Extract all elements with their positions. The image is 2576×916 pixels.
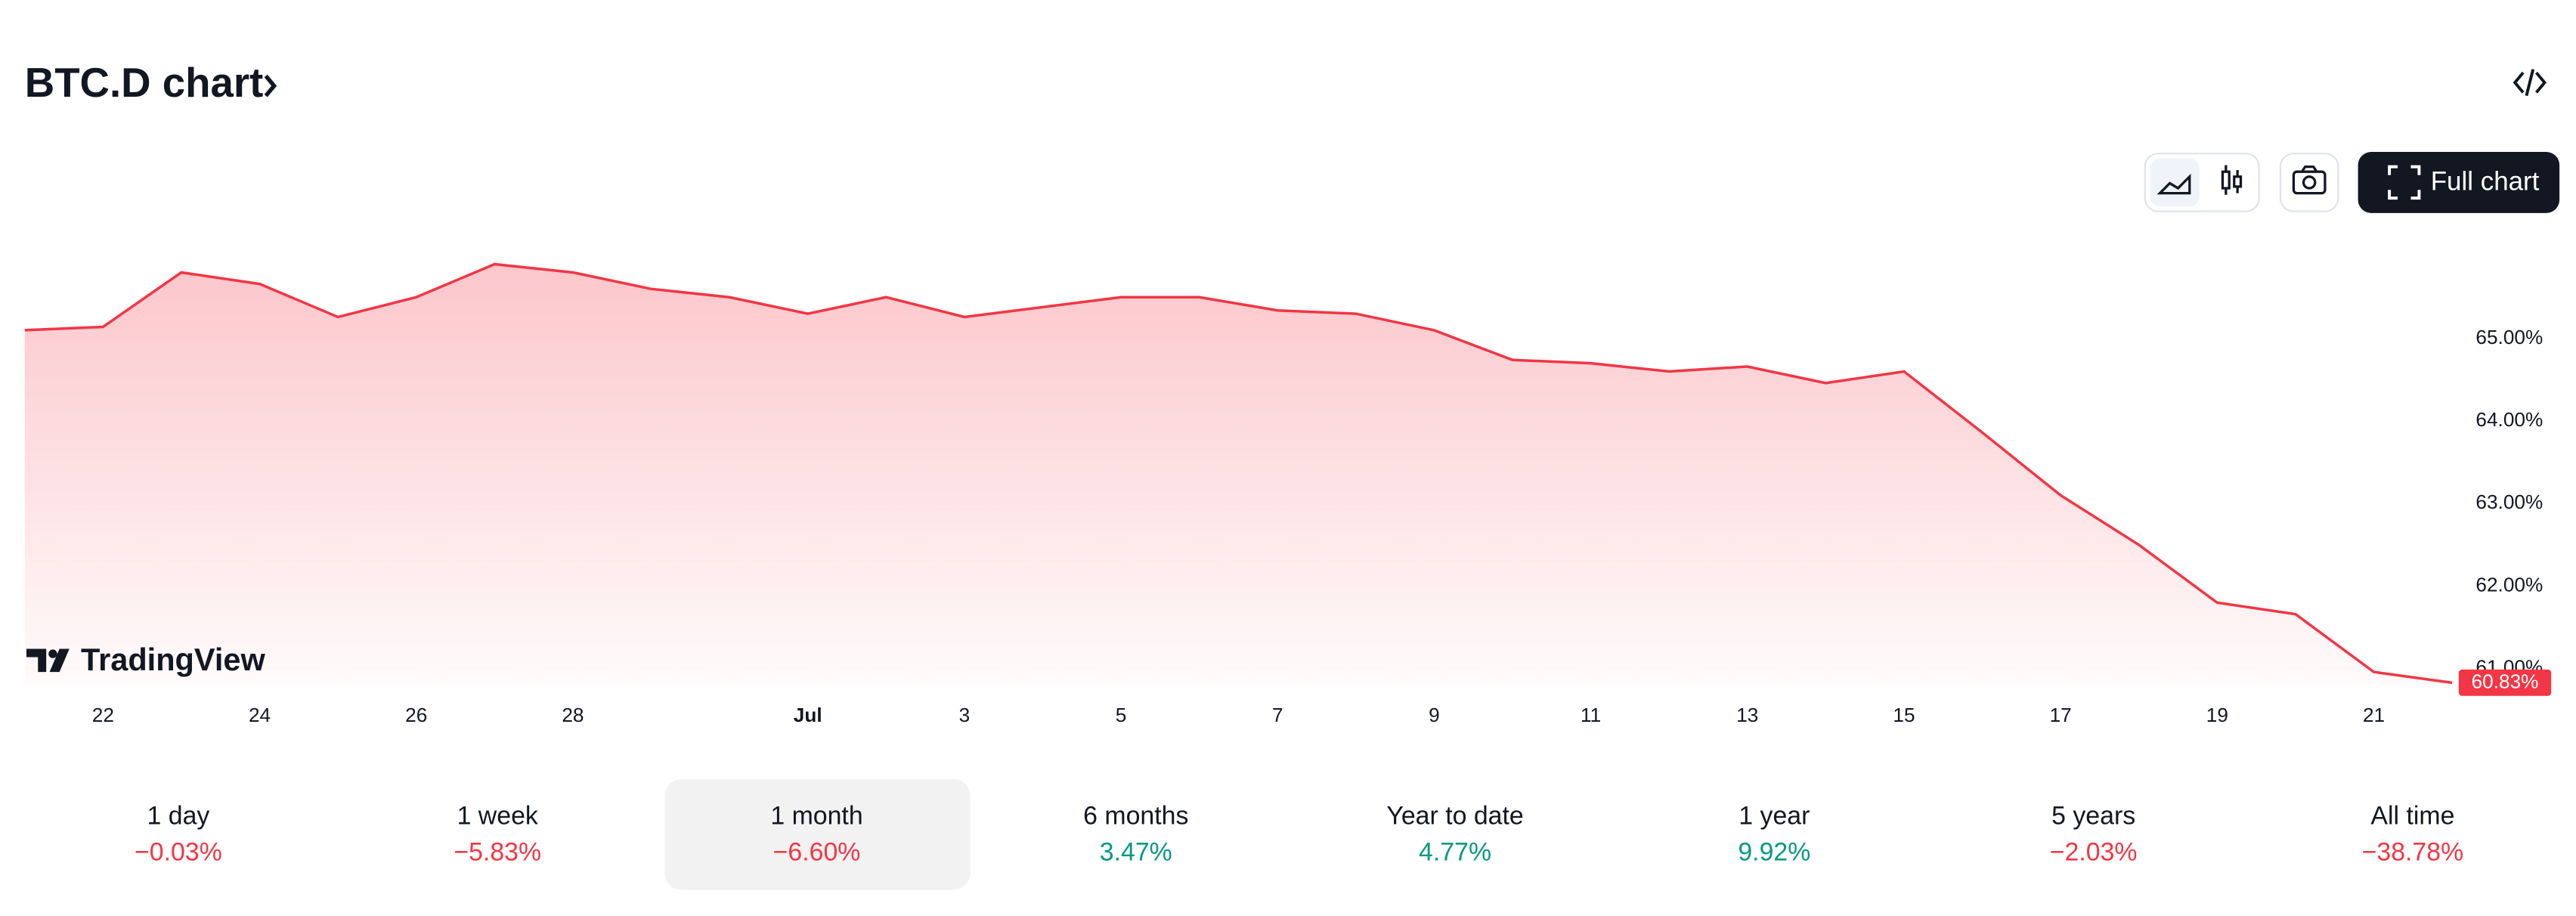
last-value-label: 60.83%: [2472, 670, 2539, 692]
period-change[interactable]: −5.83%: [454, 837, 541, 866]
candle-style-button[interactable]: [2221, 165, 2243, 195]
y-tick-label: 65.00%: [2475, 326, 2543, 348]
x-tick-label: 21: [2363, 704, 2385, 726]
x-tick-label: 28: [562, 704, 584, 726]
camera-icon: [2292, 166, 2327, 195]
period-label[interactable]: 1 month: [770, 801, 862, 830]
x-tick-label: 9: [1429, 704, 1440, 726]
fullscreen-icon: [2388, 165, 2421, 200]
period-change[interactable]: 9.92%: [1738, 837, 1810, 866]
y-tick-label: 63.00%: [2475, 490, 2543, 513]
x-tick-label: 11: [1581, 704, 1601, 726]
last-value-badge: [2458, 669, 2552, 696]
title[interactable]: BTC.D chart: [25, 60, 264, 106]
area-style-button[interactable]: [2150, 158, 2200, 207]
period-label[interactable]: 5 years: [2051, 801, 2135, 830]
full-chart-label[interactable]: Full chart: [2431, 167, 2540, 197]
period-button[interactable]: [1622, 779, 1927, 890]
period-button[interactable]: [984, 779, 1290, 890]
period-change[interactable]: −2.03%: [2050, 837, 2138, 866]
period-button[interactable]: [665, 779, 971, 890]
period-change[interactable]: 4.77%: [1419, 837, 1491, 866]
line: [24, 262, 2453, 685]
period-label[interactable]: 1 day: [147, 801, 210, 830]
tradingview-logo: [26, 648, 70, 673]
chevron-icon[interactable]: [264, 74, 277, 97]
period-button[interactable]: [345, 779, 651, 890]
x-tick-label: 5: [1116, 704, 1127, 726]
snapshot-button[interactable]: [2279, 153, 2339, 212]
x-tick-label: 22: [92, 704, 114, 726]
x-tick-label: 3: [959, 704, 971, 726]
period-change[interactable]: −6.60%: [773, 837, 861, 866]
period-change[interactable]: −38.78%: [2362, 837, 2464, 866]
period-button[interactable]: [26, 779, 332, 890]
period-change[interactable]: 3.47%: [1100, 837, 1172, 866]
brand: TradingView: [81, 642, 265, 677]
period-button[interactable]: [1942, 779, 2247, 890]
period-button[interactable]: [2261, 779, 2566, 890]
period-label[interactable]: Year to date: [1386, 801, 1523, 830]
period-selected-bg: [664, 779, 971, 890]
period-change[interactable]: −0.03%: [135, 837, 222, 866]
x-tick-label: 13: [1736, 704, 1758, 726]
full-chart-button[interactable]: [2358, 151, 2560, 213]
period-label[interactable]: 1 week: [457, 801, 538, 830]
x-tick-label: 7: [1272, 704, 1283, 726]
x-tick-label: 17: [2050, 704, 2072, 726]
x-tick-label: 26: [405, 704, 427, 726]
period-label[interactable]: 1 year: [1738, 801, 1810, 830]
period-label[interactable]: All time: [2370, 801, 2454, 830]
x-tick-label: 24: [249, 704, 271, 726]
area-fill: [24, 264, 2453, 685]
area-icon: [2156, 173, 2191, 195]
y-tick-label: 64.00%: [2475, 408, 2543, 431]
x-tick-label: 19: [2206, 704, 2228, 726]
y-tick-label: 62.00%: [2475, 573, 2543, 596]
x-tick-label: Jul: [794, 704, 822, 726]
period-button[interactable]: [1303, 779, 1608, 890]
embed-icon[interactable]: [2513, 69, 2547, 97]
period-label[interactable]: 6 months: [1083, 801, 1188, 830]
x-tick-label: 15: [1893, 704, 1915, 726]
